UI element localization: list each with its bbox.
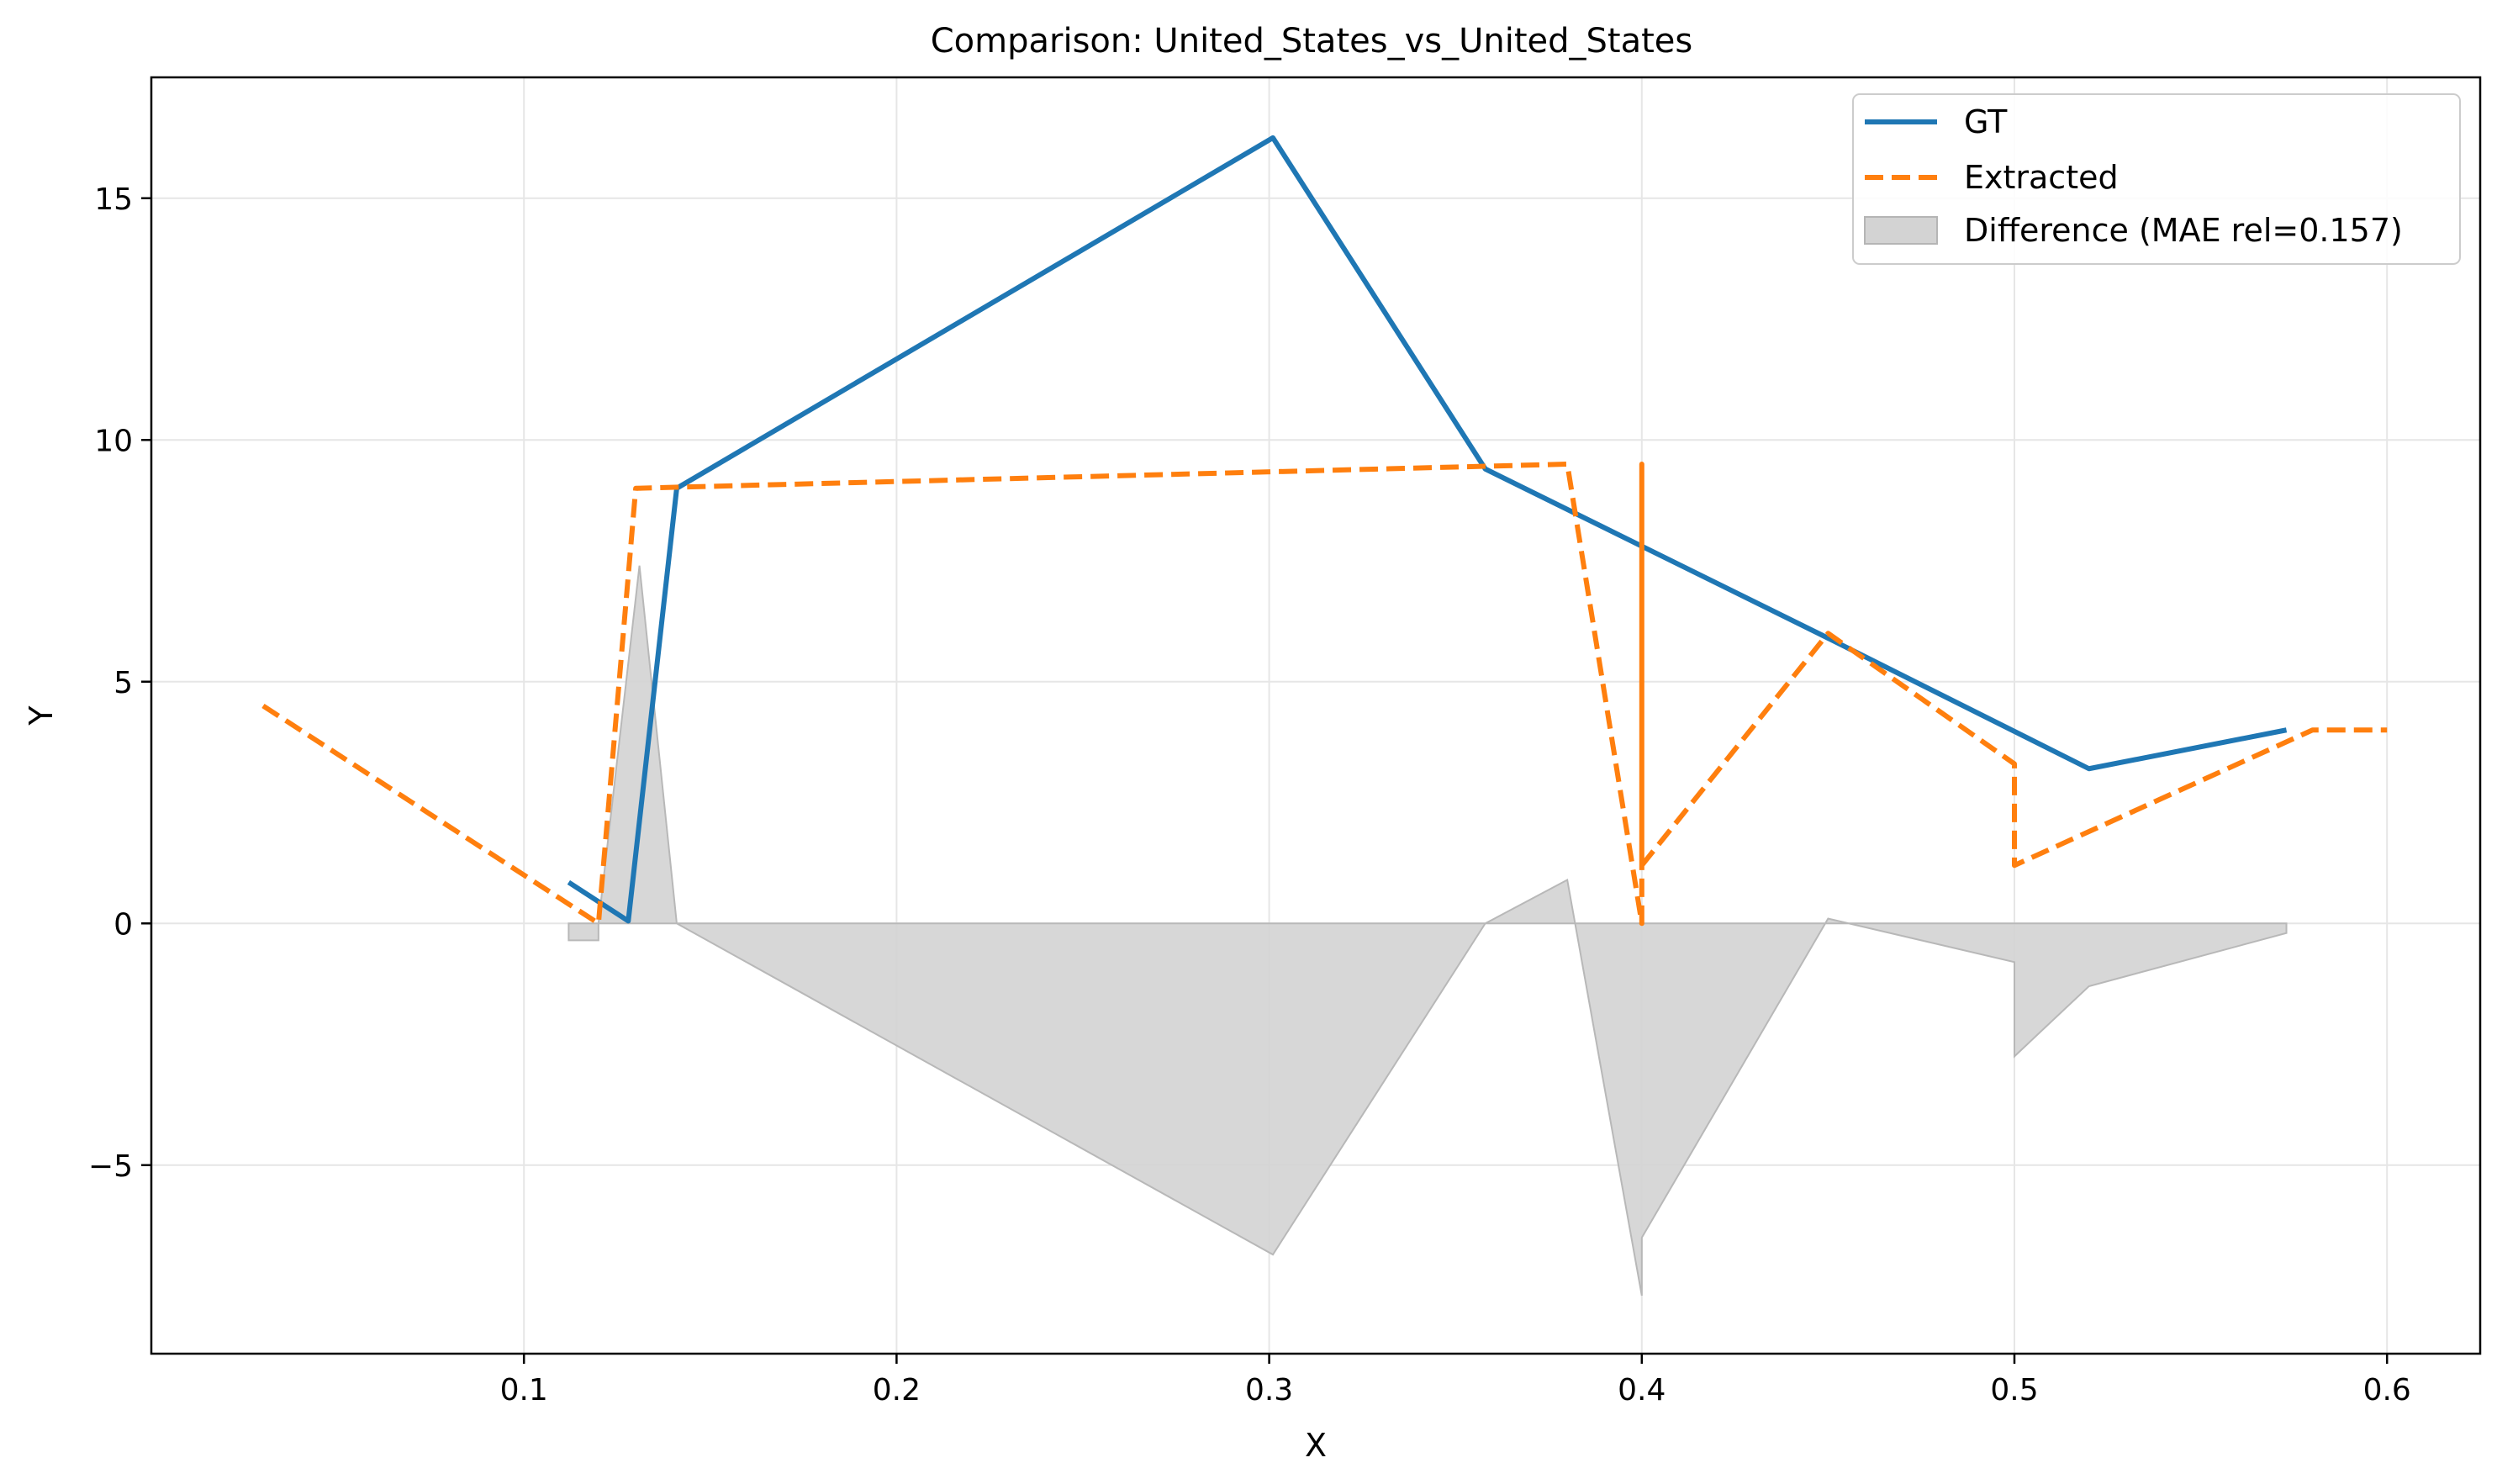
chart-title: Comparison: United_States_vs_United_Stat… [931, 22, 1692, 61]
series-line-extracted [261, 462, 2388, 927]
y-axis-label: Y [23, 705, 60, 726]
x-tick-label: 0.4 [1618, 1373, 1666, 1407]
legend-swatch-difference [1864, 216, 1938, 245]
difference-layer [568, 565, 2288, 1297]
legend-label-extracted: Extracted [1964, 159, 2119, 196]
plot-frame [150, 76, 2482, 1355]
x-tick-label: 0.1 [500, 1373, 548, 1407]
legend-box [1852, 93, 2461, 265]
legend: GT Extracted Difference (MAE rel=0.157) [1852, 93, 2461, 265]
series-line-gt [567, 135, 2288, 924]
x-tick-label: 0.5 [1990, 1373, 2038, 1407]
x-axis-ticks: 0.1 0.2 0.3 0.4 0.5 0.6 [500, 1354, 2411, 1407]
x-tick-label: 0.2 [873, 1373, 921, 1407]
series-layer [261, 135, 2388, 927]
legend-label-difference: Difference (MAE rel=0.157) [1964, 212, 2403, 249]
x-axis-label: X [1305, 1427, 1327, 1464]
grid-lines [151, 77, 2480, 1354]
y-tick-label: 5 [114, 666, 133, 700]
y-tick-label: 10 [94, 424, 133, 458]
y-tick-label: −5 [88, 1149, 133, 1184]
y-axis-ticks: −5 0 5 10 15 [88, 182, 151, 1184]
x-tick-label: 0.6 [2363, 1373, 2411, 1407]
legend-label-gt: GT [1964, 103, 2008, 140]
difference-area [568, 565, 2288, 1297]
x-tick-label: 0.3 [1245, 1373, 1293, 1407]
y-tick-label: 0 [114, 907, 133, 942]
y-tick-label: 15 [94, 182, 133, 217]
